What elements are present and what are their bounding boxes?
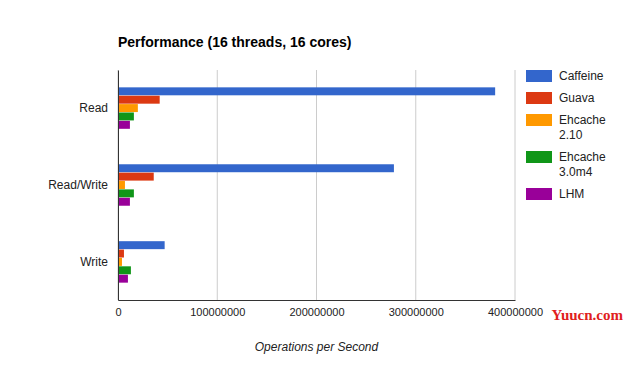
x-tick-label: 400000000: [488, 306, 543, 318]
legend-swatch: [526, 188, 552, 200]
x-tick-label: 200000000: [289, 306, 344, 318]
series: [118, 104, 138, 266]
x-tick-label: 100000000: [190, 306, 245, 318]
y-tick: Write: [80, 255, 118, 269]
x-tick: 0: [115, 300, 121, 318]
legend-item: Ehcache2.10: [526, 113, 606, 142]
bar: [118, 181, 125, 189]
annotation: Yuucn.com: [551, 307, 623, 323]
y-tick: Read: [79, 101, 118, 115]
x-axis-title: Operations per Second: [255, 340, 379, 354]
chart: Performance (16 threads, 16 cores) 0 10000…: [0, 0, 631, 371]
legend-label: Guava: [559, 91, 595, 105]
series: [118, 96, 160, 258]
plot: 0 100000000 200000000 300000000 400000000 Rea…: [48, 70, 543, 318]
grid-line: [415, 70, 416, 300]
bar: [118, 121, 130, 129]
y-tick-label: Read/Write: [48, 178, 108, 192]
series: [118, 112, 134, 274]
x-tick: 100000000: [190, 300, 245, 318]
legend-swatch: [526, 114, 552, 126]
legend-label: Ehcache3.0m4: [559, 150, 606, 179]
bar: [118, 104, 138, 112]
legend: Caffeine Guava Ehcache2.10 Ehcache3.0m4 LHM: [526, 69, 606, 201]
legend-item: Ehcache3.0m4: [526, 150, 606, 179]
title: Performance (16 threads, 16 cores): [118, 34, 351, 50]
bar: [118, 189, 134, 197]
bar: [118, 96, 160, 104]
legend-label: Ehcache2.10: [559, 113, 606, 142]
y-tick-label: Write: [80, 255, 108, 269]
legend-item: Caffeine: [526, 69, 604, 83]
x-axis-line: [119, 300, 516, 301]
x-tick: 400000000: [488, 300, 543, 318]
grid-line: [118, 70, 119, 300]
grid-line: [515, 70, 516, 300]
bar: [118, 241, 165, 249]
grid-line: [316, 70, 317, 300]
bar: [118, 275, 128, 283]
series: [118, 87, 495, 249]
x-tick-label: 300000000: [389, 306, 444, 318]
bar: [118, 173, 154, 181]
y-axis: Read Read/Write Write: [48, 71, 118, 301]
series: [118, 121, 130, 283]
legend-swatch: [526, 70, 552, 82]
x-tick: 200000000: [289, 300, 344, 318]
legend-item: LHM: [526, 187, 584, 201]
legend-item: Guava: [526, 91, 595, 105]
bar: [118, 198, 130, 206]
grid-line: [217, 70, 218, 300]
bar: [118, 266, 131, 274]
legend-swatch: [526, 151, 552, 163]
x-axis: 0 100000000 200000000 300000000 400000000: [115, 300, 543, 318]
x-tick-label: 0: [115, 306, 121, 318]
x-tick: 300000000: [389, 300, 444, 318]
legend-swatch: [526, 92, 552, 104]
y-tick: Read/Write: [48, 178, 118, 192]
bar: [118, 164, 394, 172]
legend-label: Caffeine: [559, 69, 604, 83]
y-axis-line: [118, 71, 119, 301]
legend-label: LHM: [559, 187, 584, 201]
grid: [118, 70, 515, 300]
bar: [118, 87, 495, 95]
bars: [118, 87, 495, 282]
y-tick-label: Read: [79, 101, 108, 115]
bar: [118, 112, 134, 120]
